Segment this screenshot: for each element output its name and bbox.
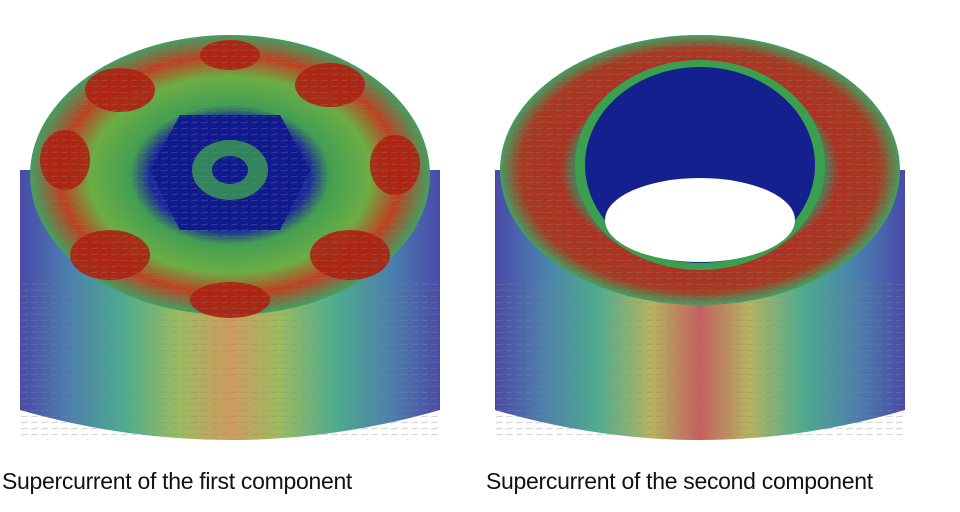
caption-first-component: Supercurrent of the first component xyxy=(2,468,353,494)
hole-opening xyxy=(605,178,795,262)
first-component-rendering xyxy=(20,35,440,440)
second-component-rendering xyxy=(495,35,905,440)
caption-second-component: Supercurrent of the second component xyxy=(486,468,873,494)
